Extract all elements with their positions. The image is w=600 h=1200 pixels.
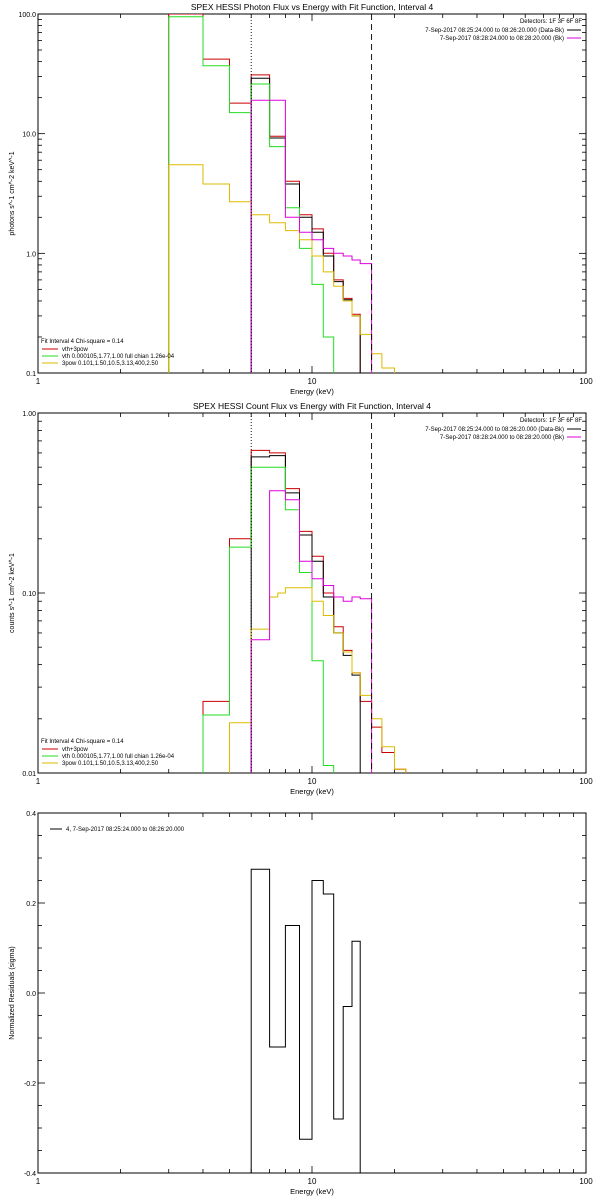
plot-area [202, 413, 407, 773]
x-tick-label: 100 [579, 377, 593, 386]
series-3pow [229, 587, 407, 773]
header-line: 7-Sep-2017 08:28:24.000 to 08:28:20.000 … [440, 435, 564, 441]
series-4-7-sep-2017-08-25-24-000-to-08-26-20-000 [250, 868, 361, 1173]
x-tick-label: 10 [308, 377, 317, 386]
chart-title: SPEX HESSI Count Flux vs Energy with Fit… [193, 401, 431, 411]
header-line: 7-Sep-2017 08:28:24.000 to 08:28:20.000 … [440, 36, 564, 42]
x-tick-label: 1 [36, 377, 41, 386]
y-tick-label: 0.01 [22, 771, 36, 778]
y-tick-label: 10.0 [22, 132, 36, 139]
plot-area [250, 868, 361, 1173]
series-bk [250, 490, 373, 773]
y-tick-label: -0.4 [24, 1171, 36, 1178]
x-tick-label: 100 [579, 1177, 593, 1186]
x-axis-label: Energy (keV) [290, 787, 334, 796]
series-3pow [168, 164, 395, 373]
y-tick-label: 0.2 [26, 901, 36, 908]
x-tick-label: 10 [308, 1177, 317, 1186]
y-tick-label: 0.1 [26, 371, 36, 378]
legend-entry: vth 0.000105,1.77,1.00 full chian 1.26e-… [62, 354, 175, 360]
x-axis-label: Energy (keV) [290, 1187, 334, 1196]
series-vth [168, 16, 335, 373]
series-vth-3pow [202, 449, 407, 773]
y-tick-label: 0.10 [22, 591, 36, 598]
series-data-bk [250, 455, 361, 773]
y-tick-label: 0.4 [26, 811, 36, 818]
header-line: 7-Sep-2017 08:25:24.000 to 08:26:20.000 … [425, 427, 564, 433]
y-tick-label: -0.2 [24, 1081, 36, 1088]
plot-frame [37, 13, 587, 374]
fit-label: Fit Interval 4 Chi-square = 0.14 [41, 339, 124, 345]
y-tick-label: 1.00 [22, 411, 36, 418]
x-axis-label: Energy (keV) [290, 387, 334, 396]
y-axis-label: photons s^-1 cm^-2 keV^-1 [9, 151, 16, 235]
series-bk [250, 99, 373, 373]
legend-entry: 4, 7-Sep-2017 08:25:24.000 to 08:26:20.0… [66, 827, 185, 833]
detectors-label: Detectors: 1F 3F 6F 8F [520, 19, 582, 25]
y-tick-label: 100.0 [18, 12, 36, 19]
y-axis-label: counts s^-1 cm^-2 keV^-1 [9, 553, 16, 633]
y-tick-label: 1.0 [26, 251, 36, 258]
y-tick-label: 0.0 [26, 991, 36, 998]
x-tick-label: 10 [308, 777, 317, 786]
legend-entry: 3pow 0.101,1.50,10.5,3.13,400,2.50 [62, 761, 159, 767]
panel-2: SPEX HESSI Count Flux vs Energy with Fit… [9, 401, 593, 796]
chart-title: SPEX HESSI Photon Flux vs Energy with Fi… [191, 2, 434, 12]
fit-label: Fit Interval 4 Chi-square = 0.14 [41, 739, 124, 745]
legend-entry: vth+3pow [62, 347, 89, 353]
y-axis-label: Normalized Residuals (sigma) [9, 946, 16, 1039]
header-line: 7-Sep-2017 08:25:24.000 to 08:26:20.000 … [425, 28, 564, 34]
panel-3: 1 10 100 -0.4 -0.2 0.0 0.2 0.4 Energy (keV) Norma… [9, 811, 593, 1196]
x-tick-label: 100 [579, 777, 593, 786]
series-vth-3pow [168, 14, 361, 373]
detectors-label: Detectors: 1F 3F 6F 8F [520, 418, 582, 424]
series-data-bk [250, 77, 361, 373]
legend-entry: 3pow 0.101,1.50,10.5,3.13,400,2.50 [62, 361, 159, 367]
plot-area [168, 14, 395, 373]
panel-1: SPEX HESSI Photon Flux vs Energy with Fi… [9, 2, 593, 396]
legend-entry: vth 0.000105,1.77,1.00 full chian 1.26e-… [62, 754, 175, 760]
series-vth [202, 466, 335, 773]
x-tick-label: 1 [36, 777, 41, 786]
legend-entry: vth+3pow [62, 747, 89, 753]
x-tick-label: 1 [36, 1177, 41, 1186]
